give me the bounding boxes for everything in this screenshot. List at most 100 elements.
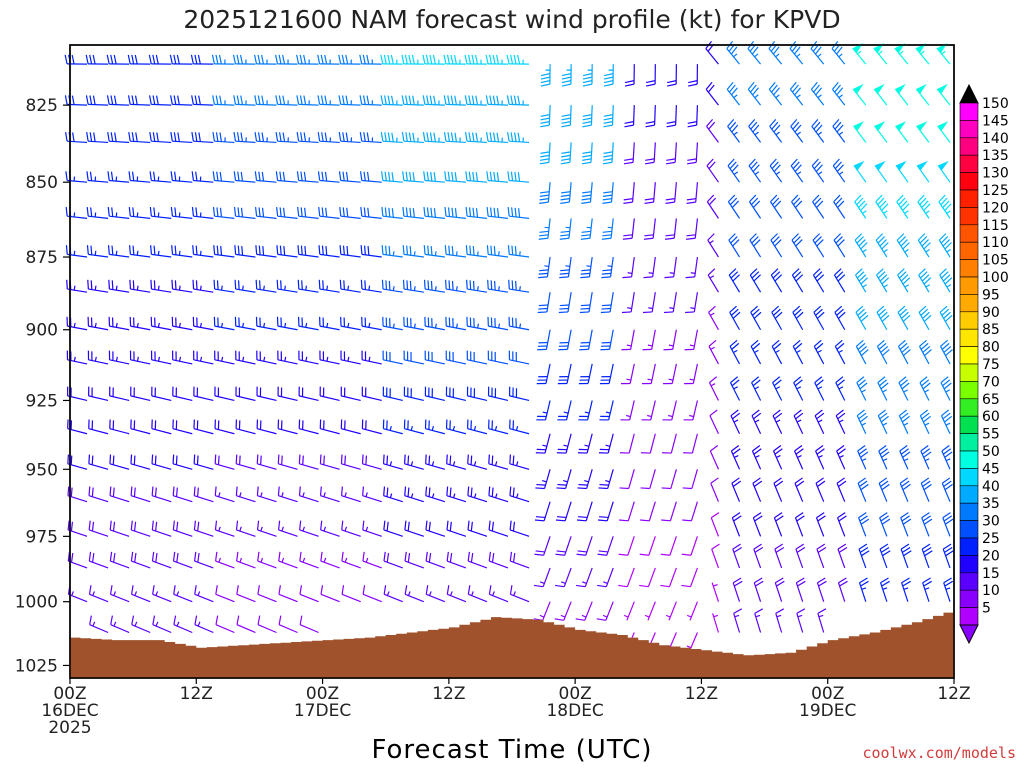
wind-barb xyxy=(362,520,382,537)
wind-barb xyxy=(110,615,130,634)
wind-barb xyxy=(921,512,933,537)
wind-barb xyxy=(67,585,88,603)
wind-barb xyxy=(855,268,869,293)
wind-barb xyxy=(467,486,488,503)
wind-barb xyxy=(621,329,635,351)
wind-barb xyxy=(172,454,193,470)
wind-barb xyxy=(485,132,509,144)
wind-barb xyxy=(555,567,572,588)
wind-barb xyxy=(340,486,361,503)
plot-area xyxy=(64,41,955,679)
wind-barb xyxy=(686,601,698,621)
wind-barb xyxy=(791,194,804,219)
wind-barb xyxy=(277,350,298,365)
wind-barb xyxy=(254,132,277,144)
wind-barb xyxy=(151,486,172,503)
wind-barb xyxy=(896,194,910,219)
chart-title: 2025121600 NAM forecast wind profile (kt… xyxy=(183,5,840,34)
wind-barb xyxy=(443,95,466,106)
wind-barbs xyxy=(64,41,954,652)
colorbar-label: 95 xyxy=(982,287,1000,303)
wind-barb xyxy=(748,194,762,219)
wind-barb xyxy=(341,520,361,537)
wind-barb xyxy=(425,551,446,569)
wind-barb xyxy=(917,194,931,219)
wind-barb xyxy=(360,245,382,258)
wind-barb xyxy=(108,350,130,365)
colorbar-swatch xyxy=(959,224,979,243)
wind-barb xyxy=(485,54,509,65)
x-tick-label: 00Z xyxy=(53,684,86,704)
wind-barb xyxy=(599,400,614,421)
wind-barb xyxy=(298,454,319,470)
wind-barb xyxy=(665,601,677,621)
colorbar-label: 150 xyxy=(982,96,1009,112)
wind-barb xyxy=(467,520,488,537)
wind-barb xyxy=(340,454,361,470)
wind-barb xyxy=(509,585,530,603)
wind-barb xyxy=(941,477,953,502)
wind-barb xyxy=(446,585,467,603)
wind-barb xyxy=(663,292,677,314)
wind-barb xyxy=(148,54,172,65)
wind-barb xyxy=(858,543,870,569)
wind-barb xyxy=(899,477,911,502)
wind-barb xyxy=(193,419,214,435)
wind-barb xyxy=(506,54,530,65)
wind-barb xyxy=(811,118,825,143)
wind-barb xyxy=(88,520,109,537)
wind-barb xyxy=(834,305,846,331)
wind-barb xyxy=(488,454,509,470)
wind-barb xyxy=(644,142,656,165)
wind-barb xyxy=(192,279,214,293)
wind-barb xyxy=(193,350,214,365)
wind-barb xyxy=(278,520,298,537)
x-tick-label: 18DEC xyxy=(546,701,603,721)
wind-barb xyxy=(774,577,785,602)
wind-barb xyxy=(660,536,677,556)
wind-barb xyxy=(233,132,256,144)
colorbar-swatch xyxy=(959,572,979,591)
wind-barb xyxy=(465,245,488,258)
wind-barb xyxy=(599,363,614,385)
wind-barb xyxy=(486,206,509,219)
wind-barb xyxy=(898,376,910,401)
wind-barb xyxy=(684,329,699,351)
wind-barb xyxy=(750,339,762,365)
wind-barb xyxy=(150,316,172,331)
wind-barb xyxy=(894,42,909,65)
wind-barb xyxy=(109,520,130,537)
colorbar-swatch xyxy=(959,241,979,260)
wind-barb xyxy=(919,376,931,401)
wind-barb xyxy=(151,520,172,537)
colorbar-label: 60 xyxy=(982,409,1000,425)
colorbar-swatch xyxy=(959,537,979,556)
wind-barb xyxy=(640,469,656,490)
wind-barb xyxy=(837,543,848,569)
wind-barb xyxy=(339,206,361,219)
wind-barb xyxy=(874,160,888,183)
wind-barb xyxy=(318,206,340,219)
wind-barb xyxy=(901,577,911,602)
wind-barb xyxy=(320,520,340,537)
wind-barb xyxy=(507,171,530,183)
wind-barb xyxy=(467,419,488,435)
wind-barb xyxy=(557,363,572,385)
wind-barb xyxy=(318,279,340,293)
wind-barb xyxy=(233,206,256,219)
colorbar-swatch xyxy=(959,502,979,521)
wind-barb xyxy=(254,95,277,106)
wind-barb xyxy=(730,445,741,470)
wind-barb xyxy=(108,316,130,331)
wind-barb xyxy=(211,54,235,65)
wind-barb xyxy=(580,256,593,279)
wind-barb xyxy=(425,454,446,470)
wind-barb xyxy=(256,386,277,402)
wind-barb xyxy=(774,543,785,569)
wind-barb xyxy=(129,279,151,293)
wind-barb xyxy=(382,350,403,365)
wind-barb xyxy=(85,95,109,106)
wind-barb xyxy=(467,551,488,569)
colorbar-label: 80 xyxy=(982,340,1000,356)
wind-barb xyxy=(151,454,172,470)
